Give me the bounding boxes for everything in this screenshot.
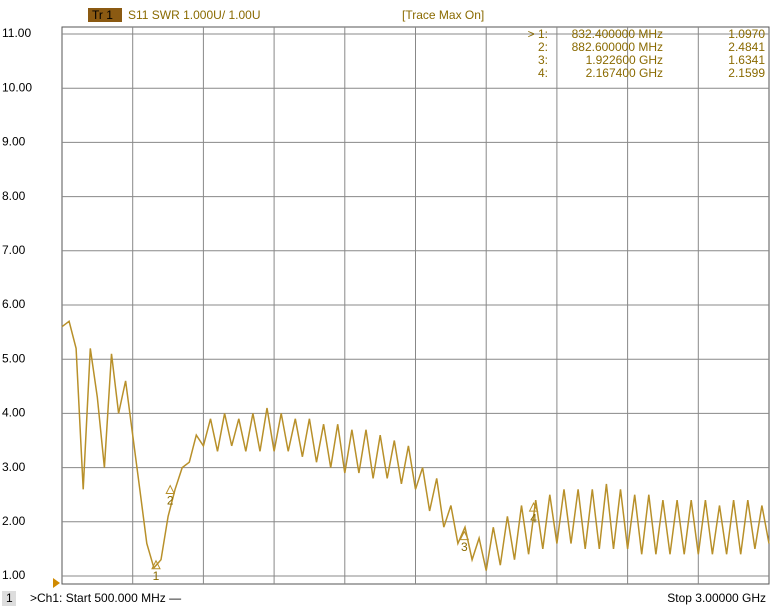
marker-table-label: 3: <box>538 53 548 67</box>
y-tick-label: 7.00 <box>2 243 26 257</box>
y-tick-label: 4.00 <box>2 406 26 420</box>
marker-value: 1.0970 <box>728 27 765 41</box>
marker-value: 2.1599 <box>728 66 765 80</box>
trace <box>61 320 770 571</box>
marker <box>528 502 539 512</box>
channel: 1 <box>6 591 13 605</box>
marker-frequency: 1.922600 GHz <box>586 53 663 67</box>
stop-label: Stop 3.00000 GHz <box>667 591 766 605</box>
reference-marker <box>53 578 60 588</box>
y-tick-label: 11.00 <box>2 26 31 40</box>
marker-id: 3 <box>461 540 468 554</box>
channel-box <box>2 591 16 606</box>
chart-title: S11 SWR 1.000U/ 1.00U <box>128 8 261 22</box>
y-tick-label: 5.00 <box>2 351 26 365</box>
y-tick-label: 1.00 <box>2 568 26 582</box>
marker-value: 2.4841 <box>728 40 765 54</box>
marker-value: 1.6341 <box>728 53 765 67</box>
marker <box>459 530 470 541</box>
trace-badge <box>88 8 122 22</box>
marker-frequency: 832.400000 MHz <box>572 27 663 41</box>
marker-table-label: 2: <box>538 40 548 54</box>
status: [Trace Max On] <box>402 8 484 22</box>
marker-id: 1 <box>153 569 160 583</box>
y-tick-label: 6.00 <box>2 297 26 311</box>
y-tick-label: 8.00 <box>2 189 26 203</box>
y-tick-label: 3.00 <box>2 460 26 474</box>
y-tick-label: 10.00 <box>2 80 32 94</box>
marker-table-label: > 1: <box>528 27 548 41</box>
marker-frequency: 2.167400 GHz <box>586 66 663 80</box>
trace-label: Tr 1 <box>92 8 113 22</box>
y-tick-label: 9.00 <box>2 135 26 149</box>
y-tick-label: 2.00 <box>2 514 26 528</box>
marker <box>165 484 176 495</box>
marker-id: 2 <box>167 494 174 508</box>
marker-id: 4 <box>530 511 537 525</box>
marker-table-label: 4: <box>538 66 548 80</box>
marker-frequency: 882.600000 MHz <box>572 40 663 54</box>
start-label: >Ch1: Start 500.000 MHz — <box>30 591 181 605</box>
marker <box>151 559 161 570</box>
